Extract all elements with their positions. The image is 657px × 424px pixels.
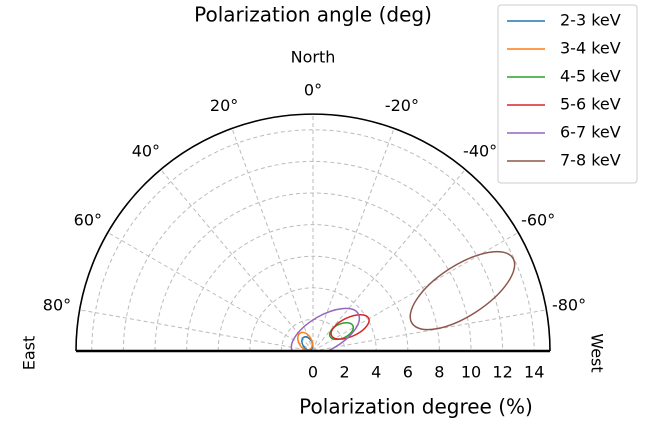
r-tick-label: 2	[340, 363, 350, 382]
grid-spoke	[312, 128, 395, 352]
theta-tick-label: -80°	[552, 295, 586, 314]
x-axis-label: Polarization degree (%)	[299, 395, 533, 419]
plot-area	[290, 250, 516, 351]
r-tick-label: 6	[403, 363, 413, 382]
legend-label: 7-8 keV	[560, 151, 621, 170]
confidence-contour	[409, 250, 516, 331]
grid-spoke	[160, 169, 314, 352]
grid-spoke	[312, 309, 547, 352]
legend-label: 2-3 keV	[560, 11, 621, 30]
legend-label: 5-6 keV	[560, 95, 621, 114]
confidence-contour	[330, 313, 370, 340]
legend-label: 6-7 keV	[560, 123, 621, 142]
frame	[75, 113, 551, 353]
r-tick-label: 4	[371, 363, 381, 382]
east-label: East	[20, 336, 39, 371]
r-tick-label: 8	[434, 363, 444, 382]
chart-title: Polarization angle (deg)	[194, 3, 432, 27]
theta-tick-label: 60°	[74, 211, 102, 230]
grid-spoke	[79, 309, 314, 352]
r-tick-label: 10	[461, 363, 481, 382]
legend-label: 4-5 keV	[560, 67, 621, 86]
r-tick-label: 14	[524, 363, 544, 382]
theta-tick-label: -40°	[463, 141, 497, 160]
theta-tick-label: 20°	[210, 96, 238, 115]
grid-circle	[154, 192, 472, 352]
theta-tick-label: 80°	[43, 295, 71, 314]
grid-spoke	[107, 232, 314, 352]
theta-tick-label: -60°	[521, 211, 555, 230]
north-label: North	[291, 48, 336, 67]
theta-tick-label: 40°	[132, 141, 160, 160]
r-tick-label: 12	[492, 363, 512, 382]
confidence-contour	[290, 307, 361, 351]
confidence-contour	[328, 321, 355, 341]
grid-spoke	[312, 169, 466, 352]
r-tick-label: 0	[308, 363, 318, 382]
grid	[79, 114, 547, 352]
grid-spoke	[312, 232, 519, 352]
west-label: West	[588, 333, 607, 372]
grid-circle	[91, 129, 535, 352]
legend-label: 3-4 keV	[560, 39, 621, 58]
outer-arc	[75, 113, 551, 352]
confidence-contour	[297, 331, 314, 351]
grid-spoke	[231, 128, 314, 352]
theta-tick-label: -20°	[385, 96, 419, 115]
theta-tick-label: 0°	[304, 81, 322, 100]
